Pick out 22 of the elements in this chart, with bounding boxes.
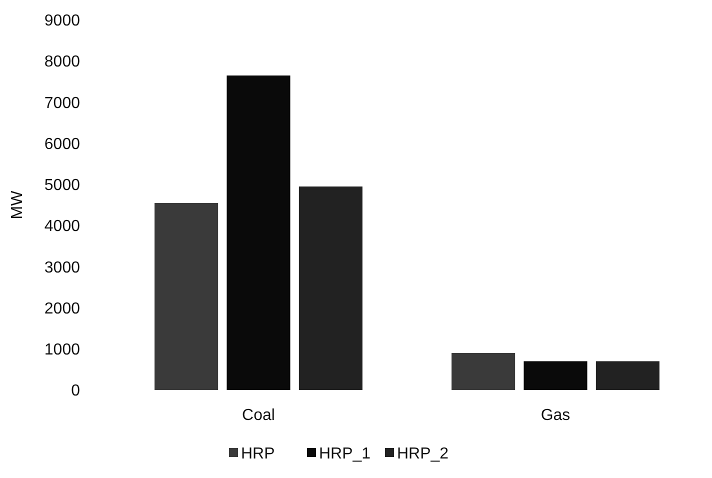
y-tick-label: 1000 [44, 341, 80, 358]
y-tick-label: 3000 [44, 259, 80, 276]
legend-label: HRP [241, 446, 275, 463]
legend-label: HRP_1 [319, 446, 371, 463]
y-tick-label: 4000 [44, 218, 80, 236]
y-axis-title: MW [9, 190, 26, 220]
bar [452, 353, 516, 390]
x-tick-label: Gas [540, 407, 570, 424]
y-tick-label: 0 [71, 382, 80, 400]
y-tick-label: 5000 [44, 177, 80, 194]
bar [226, 76, 290, 390]
y-tick-label: 2000 [44, 300, 80, 318]
y-tick-label: 9000 [44, 12, 80, 30]
x-tick-label: Coal [242, 407, 275, 424]
y-tick-label: 6000 [44, 136, 80, 153]
bar [154, 202, 218, 390]
bar [596, 361, 660, 390]
bar [524, 361, 588, 390]
y-tick-label: 8000 [44, 54, 80, 71]
bar [298, 186, 362, 390]
legend-label: HRP_2 [397, 446, 449, 463]
y-tick-label: 7000 [44, 94, 80, 112]
